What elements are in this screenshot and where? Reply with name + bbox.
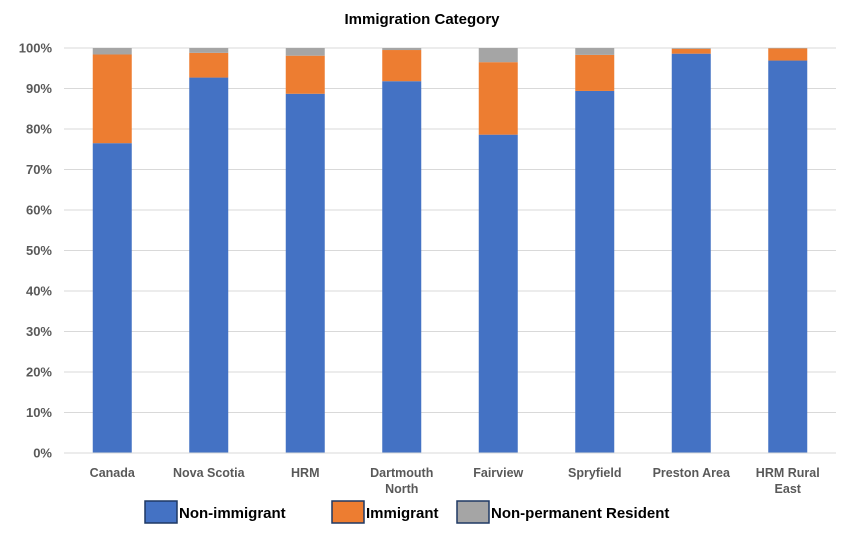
bar-segment-non-immigrant <box>382 81 422 454</box>
bar-segment-immigrant <box>768 48 808 61</box>
gridlines <box>64 47 836 454</box>
x-tick-label: Preston Area <box>653 466 731 480</box>
bar-segment-immigrant <box>92 54 132 144</box>
bar-segment-non-immigrant <box>575 90 615 454</box>
bar-segment-non-permanent-resident <box>478 48 518 63</box>
y-tick-label: 100% <box>19 41 53 56</box>
legend-swatch <box>144 500 178 524</box>
y-axis-ticks: 0% 10% 20% 30% 40% 50% 60% 70% 80% 90% 100% <box>19 41 53 461</box>
legend-label: Immigrant <box>366 505 439 522</box>
y-tick-label: 40% <box>26 284 52 299</box>
x-tick-label: Spryfield <box>568 466 622 480</box>
bar-segment-non-immigrant <box>92 143 132 454</box>
bar-segment-immigrant <box>575 54 615 91</box>
y-tick-label: 0% <box>33 446 52 461</box>
x-axis: Canada Nova Scotia HRM Dartmouth North Fairvi… <box>64 452 836 496</box>
bar-segment-immigrant <box>478 62 518 135</box>
bars <box>92 48 808 454</box>
y-tick-label: 80% <box>26 122 52 137</box>
chart-title: Immigration Category <box>344 11 500 28</box>
legend-label: Non-immigrant <box>179 505 286 522</box>
bar-segment-non-immigrant <box>189 77 229 453</box>
y-tick-label: 20% <box>26 365 52 380</box>
bar-segment-non-permanent-resident <box>92 48 132 55</box>
legend-swatch <box>456 500 490 524</box>
bar-segment-non-permanent-resident <box>382 48 422 51</box>
bar-segment-non-immigrant <box>285 93 325 453</box>
legend: Non-immigrant Immigrant Non-permanent Resi… <box>144 500 669 524</box>
bar-segment-immigrant <box>285 55 325 94</box>
bar-segment-non-permanent-resident <box>285 48 325 56</box>
legend-swatch <box>331 500 365 524</box>
bar-segment-immigrant <box>189 52 229 78</box>
legend-label: Non-permanent Resident <box>491 505 669 522</box>
x-tick-label: HRM Rural East <box>756 466 820 496</box>
x-tick-label: Canada <box>90 466 136 480</box>
bar-segment-non-permanent-resident <box>189 48 229 53</box>
bar-segment-non-permanent-resident <box>671 48 711 49</box>
bar-segment-immigrant <box>671 48 711 54</box>
bar-segment-immigrant <box>382 50 422 82</box>
y-tick-label: 60% <box>26 203 52 218</box>
x-tick-label: Dartmouth North <box>370 466 433 496</box>
y-tick-label: 50% <box>26 243 52 258</box>
bar-segment-non-permanent-resident <box>575 48 615 55</box>
y-tick-label: 30% <box>26 324 52 339</box>
bar-segment-non-immigrant <box>768 60 808 454</box>
y-tick-label: 10% <box>26 405 52 420</box>
bar-segment-non-immigrant <box>671 53 711 454</box>
x-tick-label: Fairview <box>473 466 523 480</box>
x-tick-label: HRM <box>291 466 319 480</box>
y-tick-label: 90% <box>26 81 52 96</box>
y-tick-label: 70% <box>26 162 52 177</box>
bar-segment-non-immigrant <box>478 134 518 454</box>
x-tick-label: Nova Scotia <box>173 466 246 480</box>
